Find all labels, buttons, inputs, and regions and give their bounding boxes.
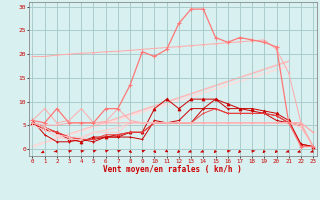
X-axis label: Vent moyen/en rafales ( kn/h ): Vent moyen/en rafales ( kn/h ) — [103, 165, 242, 174]
